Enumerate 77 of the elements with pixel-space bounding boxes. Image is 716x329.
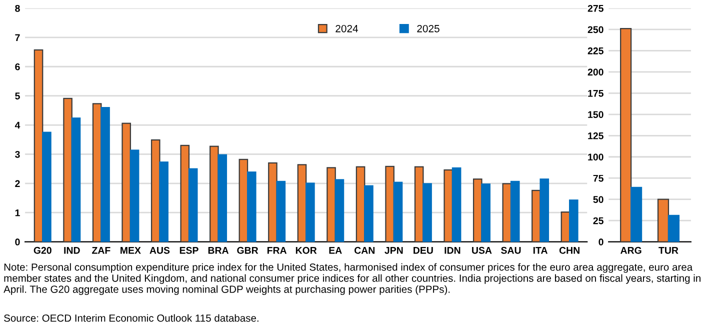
y-tick-label: 250 [588,26,604,34]
bar [188,168,198,242]
x-tick-label: EA [329,247,342,254]
bar [510,180,520,242]
bar [481,183,490,242]
bar [444,169,454,242]
bar [130,150,140,242]
y-tick-label: 0 [15,238,20,246]
bar [569,200,578,242]
y-tick-label: 8 [15,4,20,12]
bar [276,180,286,242]
x-tick-label: DEU [414,247,433,254]
x-tick-label: KOR [296,246,317,254]
x-tick-label: USA [472,246,492,254]
y-tick-label: 125 [588,132,604,140]
bar [657,198,670,242]
bar [385,166,394,242]
x-tick-label: IDN [444,247,460,254]
x-tick-label: ESP [180,246,198,254]
x-tick-label: BRA [208,247,229,254]
bar [34,49,44,242]
y-tick-label: 0 [598,238,604,246]
x-tick-label: TUR [658,247,678,254]
y-tick-label: 2 [15,180,20,187]
x-tick-label: FRA [267,247,287,254]
legend-label: 2024 [336,24,358,32]
y-tick-label: 200 [588,68,604,76]
text: Note: Personal consumption expenditure price index for the United States, harmonised index of consumer prices for the euro area aggregate, euro area member states and the United Kingdom, and national consumer price indices for all other countries. India projections are based on fiscal years, starting in April. The G20 aggregate uses moving nominal GDP weights at purchasing power parities (PPPs). [4,263,700,295]
y-tick-label: 275 [588,4,604,12]
y-tick-label: 50 [593,196,604,203]
bar [393,182,403,242]
bar [180,144,190,242]
y-tick-label: 225 [588,47,604,54]
bar [630,186,642,242]
bar [100,106,110,242]
bar [306,182,315,242]
legend-label: 2025 [417,24,440,32]
bar [246,171,256,242]
x-tick-label: AUS [150,246,170,254]
bar [620,28,632,242]
x-tick-label: CAN [354,246,375,254]
y-tick-label: 1 [15,209,20,216]
bar [42,132,52,242]
x-tick-label: ITA [533,247,548,254]
y-tick-label: 5 [15,92,20,100]
bar [326,167,336,242]
y-tick-label: 7 [15,34,20,41]
bar [668,214,680,242]
x-tick-label: GBR [237,246,258,254]
y-tick-label: 25 [593,217,604,224]
y-tick-label: 75 [593,174,604,182]
y-tick-label: 3 [15,150,20,158]
bar [364,185,374,242]
x-tick-label: MEX [120,247,141,254]
bar [422,183,432,242]
x-tick-label: IND [64,247,80,254]
x-tick-label: JPN [384,247,403,254]
bar [71,117,81,242]
bar [63,98,72,242]
x-tick-label: ZAF [92,247,110,254]
bar [540,178,550,242]
x-tick-label: CHN [559,246,580,254]
x-tick-label: ARG [620,246,642,254]
bar [334,179,344,242]
bar [122,122,131,242]
bar [268,162,278,242]
y-tick-label: 6 [15,63,20,70]
x-tick-label: SAU [501,246,521,254]
y-tick-label: 4 [14,122,20,129]
y-tick-label: 150 [588,111,604,118]
y-tick-label: 100 [588,154,604,160]
bar [218,154,228,242]
x-tick-label: G20 [34,246,52,254]
source-note: Source: OECD Interim Economic Outlook 115 database. [4,314,258,322]
bar [159,162,168,242]
y-tick-label: 175 [588,90,604,97]
bar [452,167,462,242]
